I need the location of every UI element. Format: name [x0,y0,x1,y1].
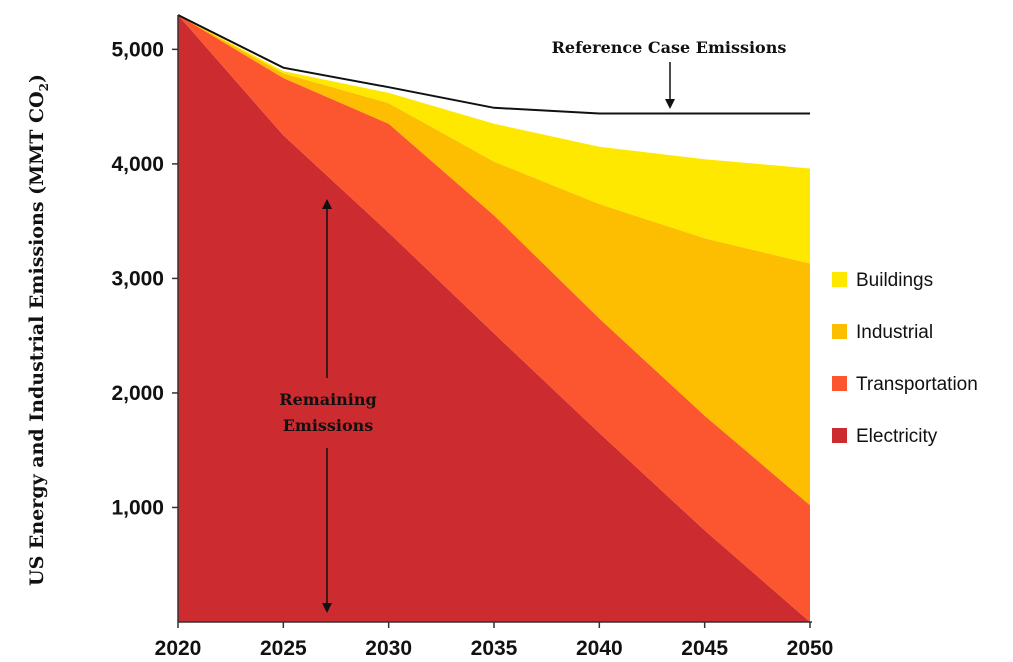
x-tick-label: 2040 [576,637,623,660]
y-ticks: 1,000 2,000 3,000 4,000 5,000 [111,38,178,519]
legend-swatch-transportation [832,376,847,391]
y-tick-label: 5,000 [111,38,164,61]
legend-swatch-industrial [832,324,847,339]
x-tick-label: 2035 [471,637,518,660]
legend: Buildings Industrial Transportation Electri… [832,270,978,447]
legend-label-electricity: Electricity [856,426,938,447]
area-layers [178,15,810,622]
x-tick-label: 2030 [365,637,412,660]
area-buildings [178,15,810,264]
reference-case-label: Reference Case Emissions [552,38,787,57]
area-industrial [178,15,810,506]
x-tick-label: 2045 [681,637,728,660]
legend-swatch-electricity [832,428,847,443]
x-ticks: 2020 2025 2030 2035 2040 2045 2050 [155,622,834,660]
legend-label-buildings: Buildings [856,270,933,291]
x-tick-label: 2050 [787,637,834,660]
legend-label-transportation: Transportation [856,374,978,395]
y-axis-label: US Energy and Industrial Emissions (MMT … [26,74,51,586]
reference-line-group [177,14,810,115]
remaining-label-line2: Emissions [283,416,374,435]
y-tick-label: 2,000 [111,382,164,405]
legend-swatch-buildings [832,272,847,287]
area-electricity [178,15,810,622]
legend-label-industrial: Industrial [856,322,933,343]
y-tick-label: 4,000 [111,153,164,176]
y-tick-label: 3,000 [111,267,164,290]
area-transportation [178,15,810,622]
reference-case-line [177,14,810,115]
x-tick-label: 2020 [155,637,202,660]
remaining-label-line1: Remaining [279,390,376,409]
y-tick-label: 1,000 [111,496,164,519]
x-tick-label: 2025 [260,637,307,660]
